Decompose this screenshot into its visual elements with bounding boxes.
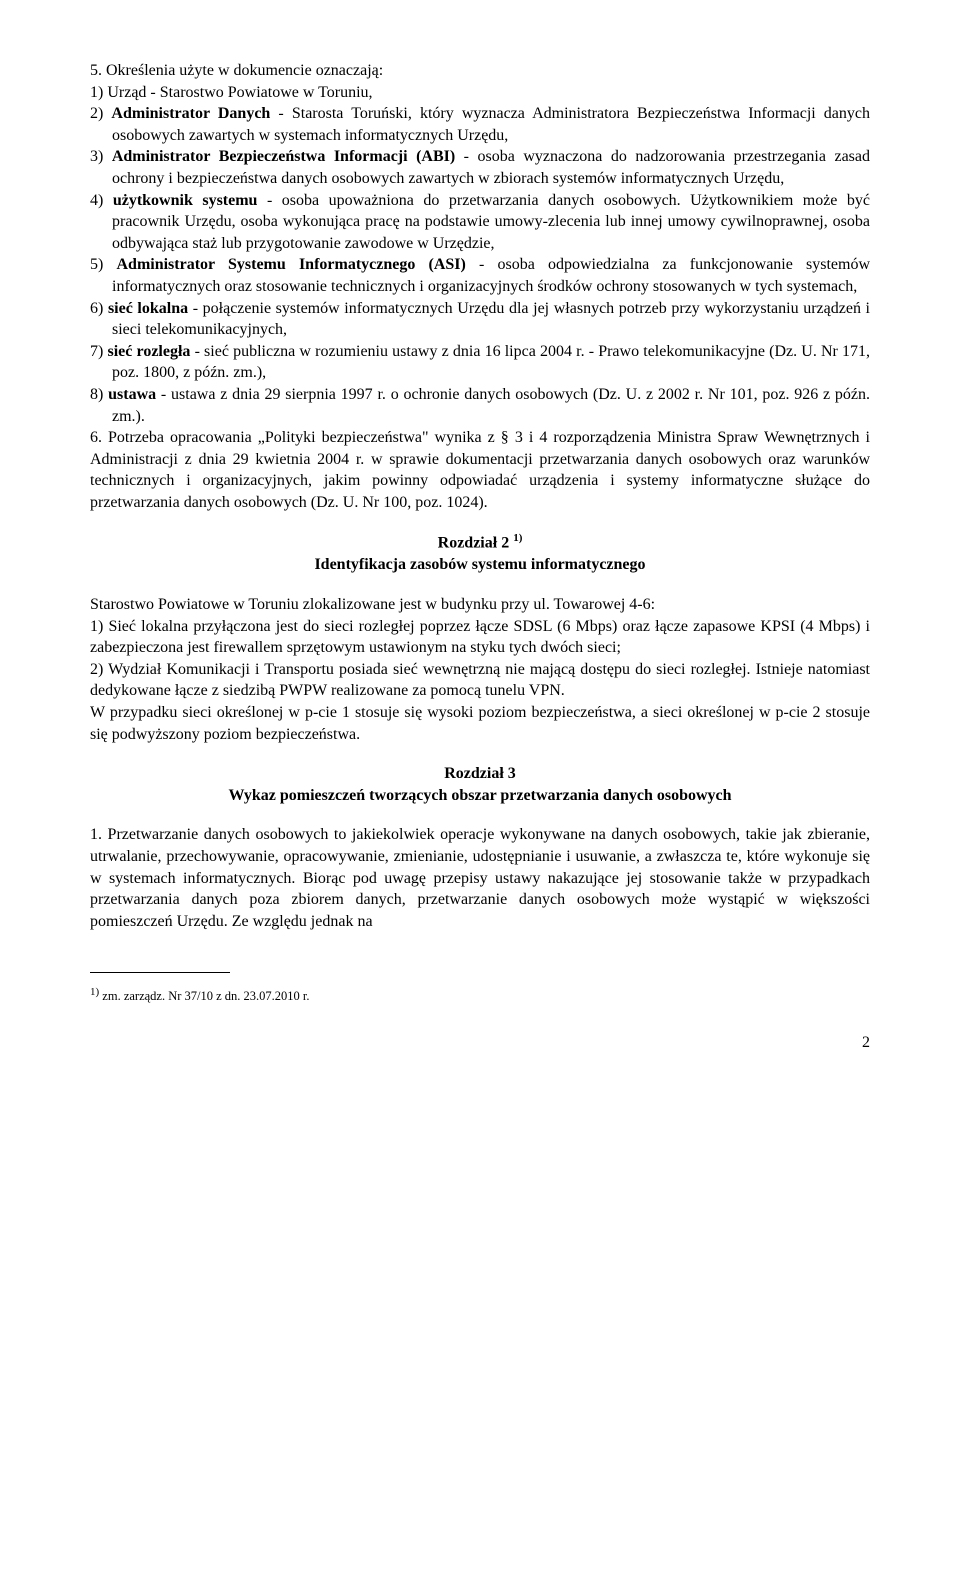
- list-item: 1) Urząd - Starostwo Powiatowe w Toruniu…: [90, 82, 870, 104]
- item-8-prefix: 8): [90, 386, 108, 403]
- item-5-term: Administrator Systemu Informatycznego (A…: [116, 256, 465, 273]
- list-item: 2) Administrator Danych - Starosta Toruń…: [90, 103, 870, 146]
- chapter-2-p2: W przypadku sieci określonej w p-cie 1 s…: [90, 702, 870, 745]
- item-7-rest: - sieć publiczna w rozumieniu ustawy z d…: [112, 343, 870, 382]
- item-4-term: użytkownik systemu: [113, 192, 258, 209]
- list-item: 7) sieć rozległa - sieć publiczna w rozu…: [90, 341, 870, 384]
- item-3-prefix: 3): [90, 148, 112, 165]
- item-8-term: ustawa: [108, 386, 156, 403]
- item-6-term: sieć lokalna: [108, 300, 188, 317]
- list-item: 6) sieć lokalna - połączenie systemów in…: [90, 298, 870, 341]
- footnote-text: zm. zarządz. Nr 37/10 z dn. 23.07.2010 r…: [99, 989, 309, 1003]
- section-6: 6. Potrzeba opracowania „Polityki bezpie…: [90, 427, 870, 513]
- chapter-3-title: Rozdział 3: [90, 763, 870, 785]
- item-6-rest: - połączenie systemów informatycznych Ur…: [112, 300, 870, 339]
- document-page: 5. Określenia użyte w dokumencie oznacza…: [0, 0, 960, 1108]
- list-item: 8) ustawa - ustawa z dnia 29 sierpnia 19…: [90, 384, 870, 427]
- list-item: 3) Administrator Bezpieczeństwa Informac…: [90, 146, 870, 189]
- footnote-sup: 1): [90, 986, 99, 998]
- page-number: 2: [90, 1034, 870, 1052]
- chapter-2-item-1: 1) Sieć lokalna przyłączona jest do siec…: [90, 616, 870, 659]
- chapter-2-sup: 1): [513, 532, 522, 544]
- chapter-2-title-text: Rozdział 2: [438, 535, 514, 552]
- footnote: 1) zm. zarządz. Nr 37/10 z dn. 23.07.201…: [90, 986, 870, 1004]
- item-3-term: Administrator Bezpieczeństwa Informacji …: [112, 148, 455, 165]
- chapter-2-item-2: 2) Wydział Komunikacji i Transportu posi…: [90, 659, 870, 702]
- item-7-prefix: 7): [90, 343, 107, 360]
- spacer: [90, 806, 870, 824]
- chapter-2-title: Rozdział 2 1): [90, 531, 870, 554]
- item-2-term: Administrator Danych: [111, 105, 270, 122]
- item-7-term: sieć rozległa: [107, 343, 190, 360]
- spacer: [90, 576, 870, 594]
- list-item: 5) Administrator Systemu Informatycznego…: [90, 254, 870, 297]
- chapter-3-p1: 1. Przetwarzanie danych osobowych to jak…: [90, 824, 870, 932]
- item-2-prefix: 2): [90, 105, 111, 122]
- chapter-3-subtitle: Wykaz pomieszczeń tworzących obszar prze…: [90, 785, 870, 807]
- footnote-separator: [90, 972, 230, 973]
- spacer: [90, 513, 870, 531]
- spacer: [90, 745, 870, 763]
- chapter-2-p1: Starostwo Powiatowe w Toruniu zlokalizow…: [90, 594, 870, 616]
- item-6-prefix: 6): [90, 300, 108, 317]
- item-5-prefix: 5): [90, 256, 116, 273]
- item-1: 1) Urząd - Starostwo Powiatowe w Toruniu…: [90, 84, 373, 101]
- item-8-rest: - ustawa z dnia 29 sierpnia 1997 r. o oc…: [112, 386, 870, 425]
- section-5-intro: 5. Określenia użyte w dokumencie oznacza…: [90, 60, 870, 82]
- list-item: 4) użytkownik systemu - osoba upoważnion…: [90, 190, 870, 255]
- chapter-2-subtitle: Identyfikacja zasobów systemu informatyc…: [90, 554, 870, 576]
- item-4-prefix: 4): [90, 192, 113, 209]
